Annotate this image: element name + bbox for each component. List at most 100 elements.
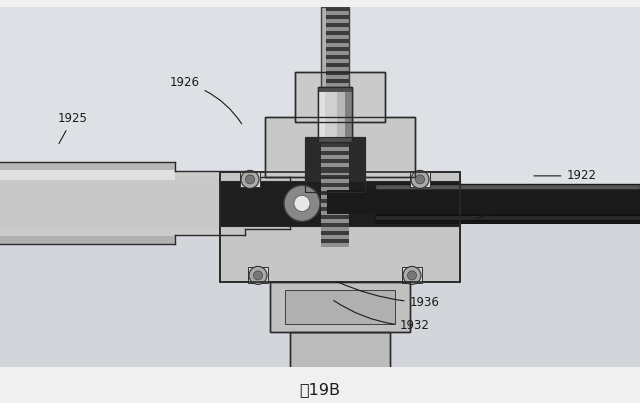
Bar — [321, 11, 349, 15]
Bar — [285, 291, 395, 324]
Bar — [321, 215, 349, 219]
Bar — [318, 87, 352, 92]
Bar — [321, 39, 349, 44]
Bar — [321, 104, 349, 107]
Bar — [321, 44, 349, 48]
Bar — [375, 192, 640, 196]
Bar — [321, 171, 349, 175]
Bar — [265, 117, 415, 177]
Bar — [321, 131, 349, 135]
Bar — [321, 67, 349, 71]
Bar — [0, 171, 245, 237]
Bar — [375, 185, 640, 222]
Bar — [321, 156, 349, 160]
Bar — [321, 163, 349, 167]
Bar — [345, 87, 352, 142]
Bar — [321, 100, 349, 104]
Bar — [270, 283, 410, 332]
Text: 1935: 1935 — [476, 198, 577, 219]
Bar — [220, 181, 460, 226]
Bar — [321, 119, 349, 123]
Bar — [321, 195, 349, 199]
Bar — [240, 171, 260, 187]
Bar — [321, 179, 349, 183]
Bar — [337, 87, 345, 142]
Bar — [321, 187, 349, 191]
Bar — [321, 59, 349, 63]
Bar — [0, 187, 640, 368]
Bar — [375, 185, 640, 222]
Circle shape — [246, 175, 255, 184]
Bar — [321, 83, 349, 87]
Bar — [300, 370, 380, 395]
Bar — [321, 7, 349, 137]
Bar — [321, 123, 349, 127]
Bar — [321, 143, 349, 147]
Bar — [321, 55, 349, 59]
Text: 1932: 1932 — [334, 301, 430, 332]
Bar — [290, 332, 390, 372]
Circle shape — [294, 195, 310, 212]
Bar — [0, 177, 290, 229]
Bar — [0, 237, 175, 244]
Text: 1925: 1925 — [58, 112, 88, 143]
Bar — [321, 239, 349, 243]
Bar — [321, 147, 349, 152]
Bar — [321, 75, 349, 79]
Bar — [375, 220, 640, 224]
Circle shape — [411, 170, 429, 188]
Bar — [321, 115, 349, 119]
Bar — [321, 212, 349, 215]
Bar — [321, 175, 349, 179]
Bar — [321, 227, 349, 231]
Bar — [321, 219, 349, 223]
Bar — [321, 71, 349, 75]
Bar — [321, 191, 349, 195]
Bar — [220, 172, 460, 283]
Bar — [375, 212, 640, 216]
Bar — [321, 208, 349, 212]
Text: 1936: 1936 — [337, 281, 440, 309]
Bar — [220, 172, 460, 283]
Bar — [248, 268, 268, 283]
Bar — [318, 87, 352, 142]
Circle shape — [284, 185, 320, 221]
Bar — [305, 137, 365, 192]
Bar — [318, 87, 325, 142]
Bar — [318, 87, 352, 142]
Bar — [327, 190, 640, 214]
Bar — [300, 370, 380, 395]
Bar — [321, 15, 349, 19]
Bar — [321, 35, 349, 39]
Bar — [305, 137, 365, 192]
Bar — [321, 167, 349, 171]
Bar — [321, 139, 349, 143]
Bar — [321, 7, 349, 11]
Bar — [318, 137, 352, 142]
Bar — [321, 7, 349, 137]
Bar — [321, 48, 349, 52]
Bar — [321, 23, 349, 27]
Bar — [402, 268, 422, 283]
Text: 1926: 1926 — [170, 77, 242, 124]
Bar — [270, 283, 410, 332]
Bar — [295, 73, 385, 123]
Bar — [321, 27, 349, 31]
Bar — [265, 117, 415, 177]
Bar — [375, 204, 640, 208]
Bar — [321, 19, 349, 23]
Circle shape — [241, 170, 259, 188]
Bar — [321, 111, 349, 115]
Bar — [321, 63, 349, 67]
Bar — [321, 52, 349, 55]
Bar — [321, 107, 349, 111]
Bar — [375, 216, 640, 220]
Bar — [375, 196, 640, 200]
Circle shape — [253, 271, 262, 280]
Bar — [375, 185, 640, 189]
Bar — [321, 243, 349, 247]
Bar — [321, 152, 349, 156]
Bar — [321, 160, 349, 163]
Bar — [321, 7, 326, 137]
Bar — [321, 79, 349, 83]
